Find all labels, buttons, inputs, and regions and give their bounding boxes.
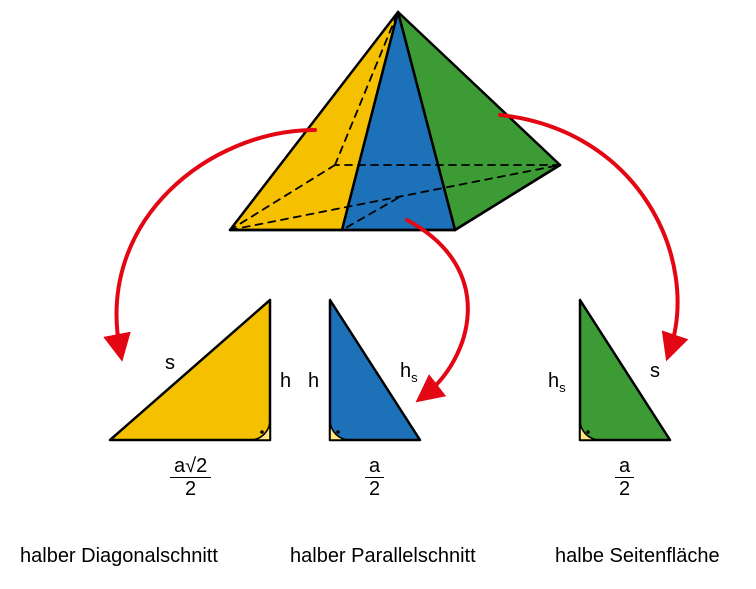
diag-den: 2 xyxy=(170,478,211,500)
diagram-container: { "colors": { "yellow": "#f5c000", "blue… xyxy=(0,0,756,589)
side-den: 2 xyxy=(615,478,634,500)
para-num: a xyxy=(365,455,384,478)
side-bottom-formula: a 2 xyxy=(615,455,634,500)
caption-diagonal: halber Diagonalschnitt xyxy=(20,545,218,568)
diagram-svg xyxy=(0,0,756,589)
para-label-hs: hs xyxy=(400,360,418,385)
diag-num: a√2 xyxy=(170,455,211,478)
para-bottom-formula: a 2 xyxy=(365,455,384,500)
side-hs-h: h xyxy=(548,370,559,392)
para-hs-sub: s xyxy=(411,370,418,385)
diag-label-h: h xyxy=(280,370,291,393)
diag-bottom-formula: a√2 2 xyxy=(170,455,211,500)
side-hs-sub: s xyxy=(559,380,566,395)
diag-label-s: s xyxy=(165,352,175,375)
caption-parallel: halber Parallelschnitt xyxy=(290,545,476,568)
side-num: a xyxy=(615,455,634,478)
para-den: 2 xyxy=(365,478,384,500)
caption-side: halbe Seitenfläche xyxy=(555,545,720,568)
side-label-s: s xyxy=(650,360,660,383)
side-label-hs: hs xyxy=(548,370,566,395)
para-label-h: h xyxy=(308,370,319,393)
para-hs-h: h xyxy=(400,360,411,382)
